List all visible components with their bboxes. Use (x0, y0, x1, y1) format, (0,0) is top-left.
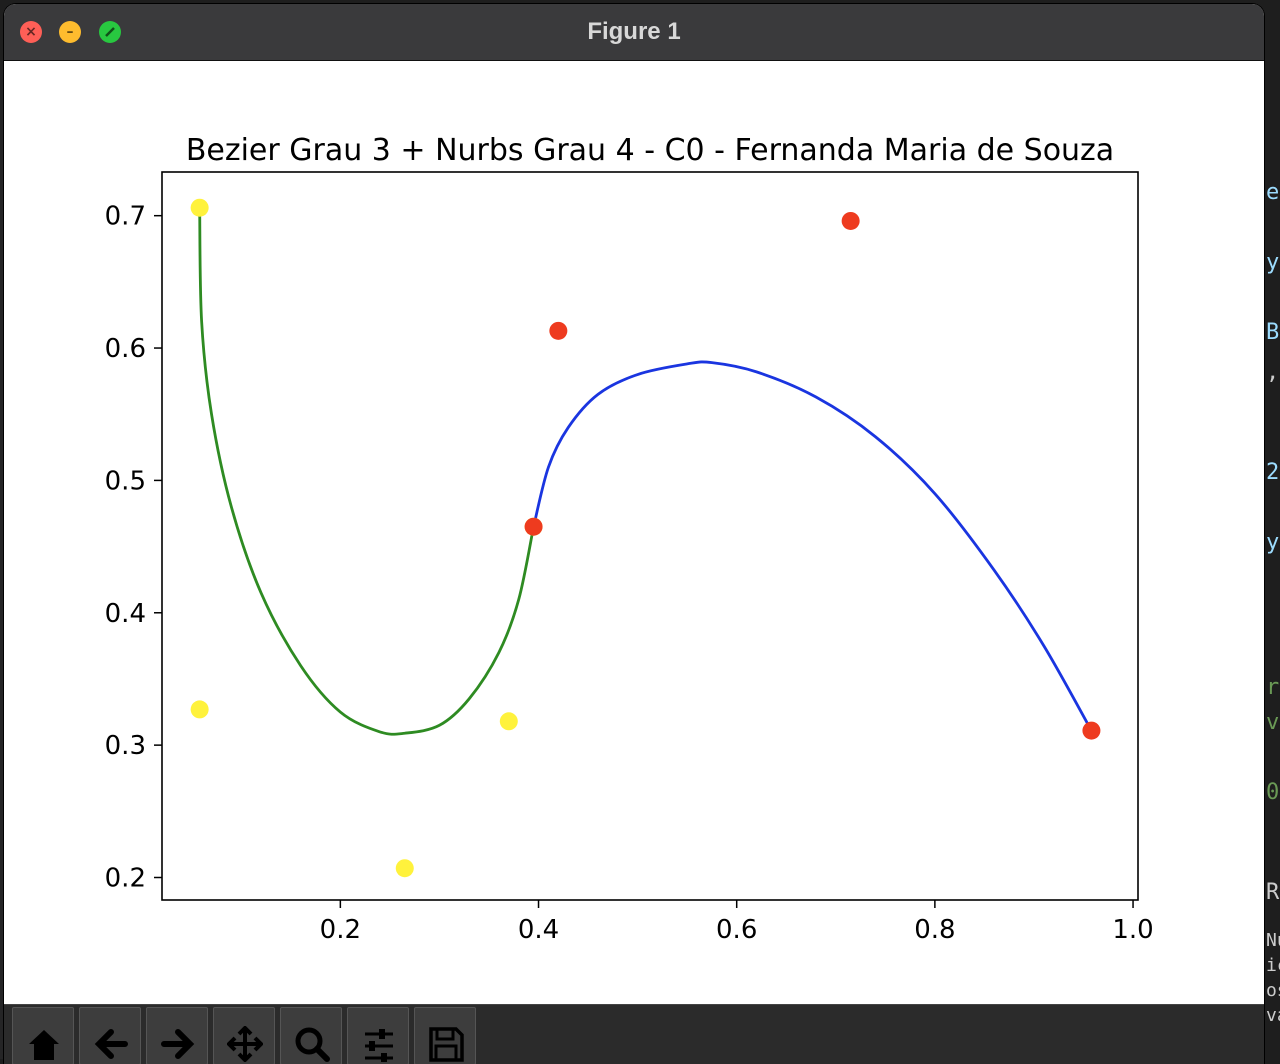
nurbs-control-point (1082, 721, 1101, 740)
figure-canvas[interactable]: Bezier Grau 3 + Nurbs Grau 4 - C0 - Fern… (4, 60, 1264, 1004)
home-button[interactable] (12, 1007, 74, 1064)
bezier-control-point (190, 198, 209, 217)
forward-arrow-icon (161, 1029, 195, 1059)
bezier-curve (198, 207, 535, 736)
home-icon (29, 1030, 59, 1060)
back-button[interactable] (79, 1007, 141, 1064)
pan-move-icon (227, 1026, 263, 1062)
axes-frame (161, 171, 1139, 901)
zoom-magnifier-icon (295, 1027, 330, 1062)
x-tick-label: 0.4 (518, 915, 559, 945)
save-disk-icon (429, 1027, 464, 1062)
zoom-button[interactable] (280, 1007, 342, 1064)
bezier-control-point (499, 712, 518, 731)
pan-button[interactable] (213, 1007, 275, 1064)
close-icon[interactable]: × (20, 21, 42, 43)
x-tick-label: 0.8 (914, 915, 955, 945)
minimize-icon[interactable]: – (59, 21, 81, 43)
nurbs-control-point (524, 517, 543, 536)
configure-subplots-button[interactable] (347, 1007, 409, 1064)
x-tick-label: 0.6 (716, 915, 757, 945)
forward-button[interactable] (146, 1007, 208, 1064)
y-tick-label: 0.6 (105, 334, 146, 364)
background-editor-left (0, 60, 6, 1059)
nurbs-curve (532, 360, 1093, 732)
y-tick-label: 0.7 (105, 202, 146, 232)
figure-window: × – Figure 1 Bezier Grau 3 + Nurbs Grau … (4, 4, 1264, 1064)
x-tick-label: 0.2 (320, 915, 361, 945)
y-tick-label: 0.2 (105, 863, 146, 893)
back-arrow-icon (94, 1029, 128, 1059)
nurbs-control-point (549, 321, 568, 340)
save-button[interactable] (414, 1007, 476, 1064)
x-tick-label: 1.0 (1112, 915, 1153, 945)
configure-sliders-icon (365, 1029, 393, 1062)
background-editor: e y B , 2 y r v 0 R Nu ic os va (1262, 60, 1280, 1059)
title-bar: × – Figure 1 (4, 4, 1264, 61)
bezier-control-point (395, 859, 414, 878)
nurbs-control-point (841, 211, 860, 230)
window-title: Figure 1 (587, 18, 681, 45)
bezier-control-point (190, 700, 209, 719)
y-tick-label: 0.5 (105, 466, 146, 496)
y-tick-label: 0.4 (105, 599, 146, 629)
navigation-toolbar (4, 1004, 1264, 1064)
chart-title: Bezier Grau 3 + Nurbs Grau 4 - C0 - Fern… (186, 133, 1114, 168)
y-tick-label: 0.3 (105, 731, 146, 761)
plot-area: 0.2 0.4 0.6 0.8 1.0 0.2 0.3 0.4 0.5 0.6 0.7 (105, 171, 1154, 945)
maximize-icon[interactable] (99, 21, 121, 43)
